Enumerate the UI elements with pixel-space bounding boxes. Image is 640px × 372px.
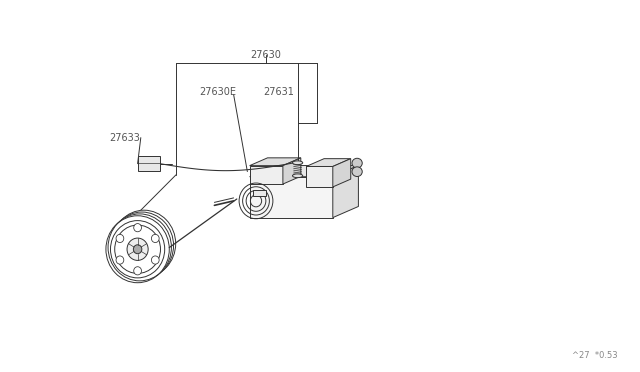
Ellipse shape [133, 245, 142, 254]
Ellipse shape [116, 256, 124, 264]
Ellipse shape [352, 158, 362, 168]
Polygon shape [253, 190, 266, 196]
Polygon shape [306, 158, 351, 166]
Ellipse shape [127, 238, 148, 260]
Ellipse shape [134, 267, 141, 275]
Text: ^27  *0.53: ^27 *0.53 [572, 351, 618, 360]
Ellipse shape [292, 161, 303, 164]
Polygon shape [333, 166, 358, 218]
Ellipse shape [152, 234, 159, 243]
Ellipse shape [108, 214, 172, 281]
Text: 27631: 27631 [263, 87, 294, 97]
Polygon shape [250, 166, 283, 184]
Ellipse shape [110, 212, 173, 279]
Ellipse shape [152, 256, 159, 264]
Polygon shape [306, 166, 333, 187]
Text: 27633: 27633 [109, 133, 140, 142]
Text: 27630: 27630 [250, 50, 281, 60]
Polygon shape [138, 156, 160, 171]
Ellipse shape [116, 234, 124, 243]
Polygon shape [283, 158, 301, 184]
Ellipse shape [352, 167, 362, 177]
Polygon shape [250, 177, 333, 218]
Text: 27630E: 27630E [199, 87, 236, 97]
Polygon shape [333, 158, 351, 187]
Polygon shape [250, 166, 358, 177]
Polygon shape [250, 158, 301, 166]
Ellipse shape [134, 224, 141, 232]
Ellipse shape [113, 210, 175, 277]
Ellipse shape [292, 174, 303, 178]
